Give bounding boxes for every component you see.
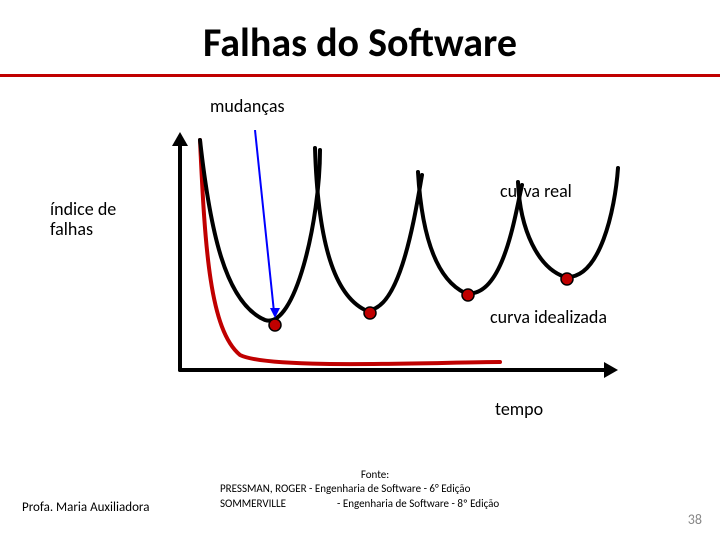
footer-line2b: - Engenharia de Software - 8º Edição [337,497,499,510]
footer-prof: Profa. Maria Auxiliadora [22,500,149,515]
footer-line1: PRESSMAN, ROGER - Engenharia de Software… [220,482,470,495]
chart-area [140,130,620,390]
label-yaxis-line1: índice de [50,198,116,220]
page-number: 38 [688,511,702,528]
chart-svg [140,130,620,390]
title-underline [0,74,720,77]
label-yaxis-line2: falhas [50,218,93,240]
footer-source: Fonte: PRESSMAN, ROGER - Engenharia de S… [220,468,530,511]
label-mudancas: mudanças [210,95,285,117]
slide: Falhas do Software mudanças índice de fa… [0,0,720,540]
slide-title: Falhas do Software [0,18,720,67]
footer-fonte: Fonte: [220,468,530,482]
label-xaxis: tempo [495,398,543,420]
footer-line2a: SOMMERVILLE [220,497,286,510]
